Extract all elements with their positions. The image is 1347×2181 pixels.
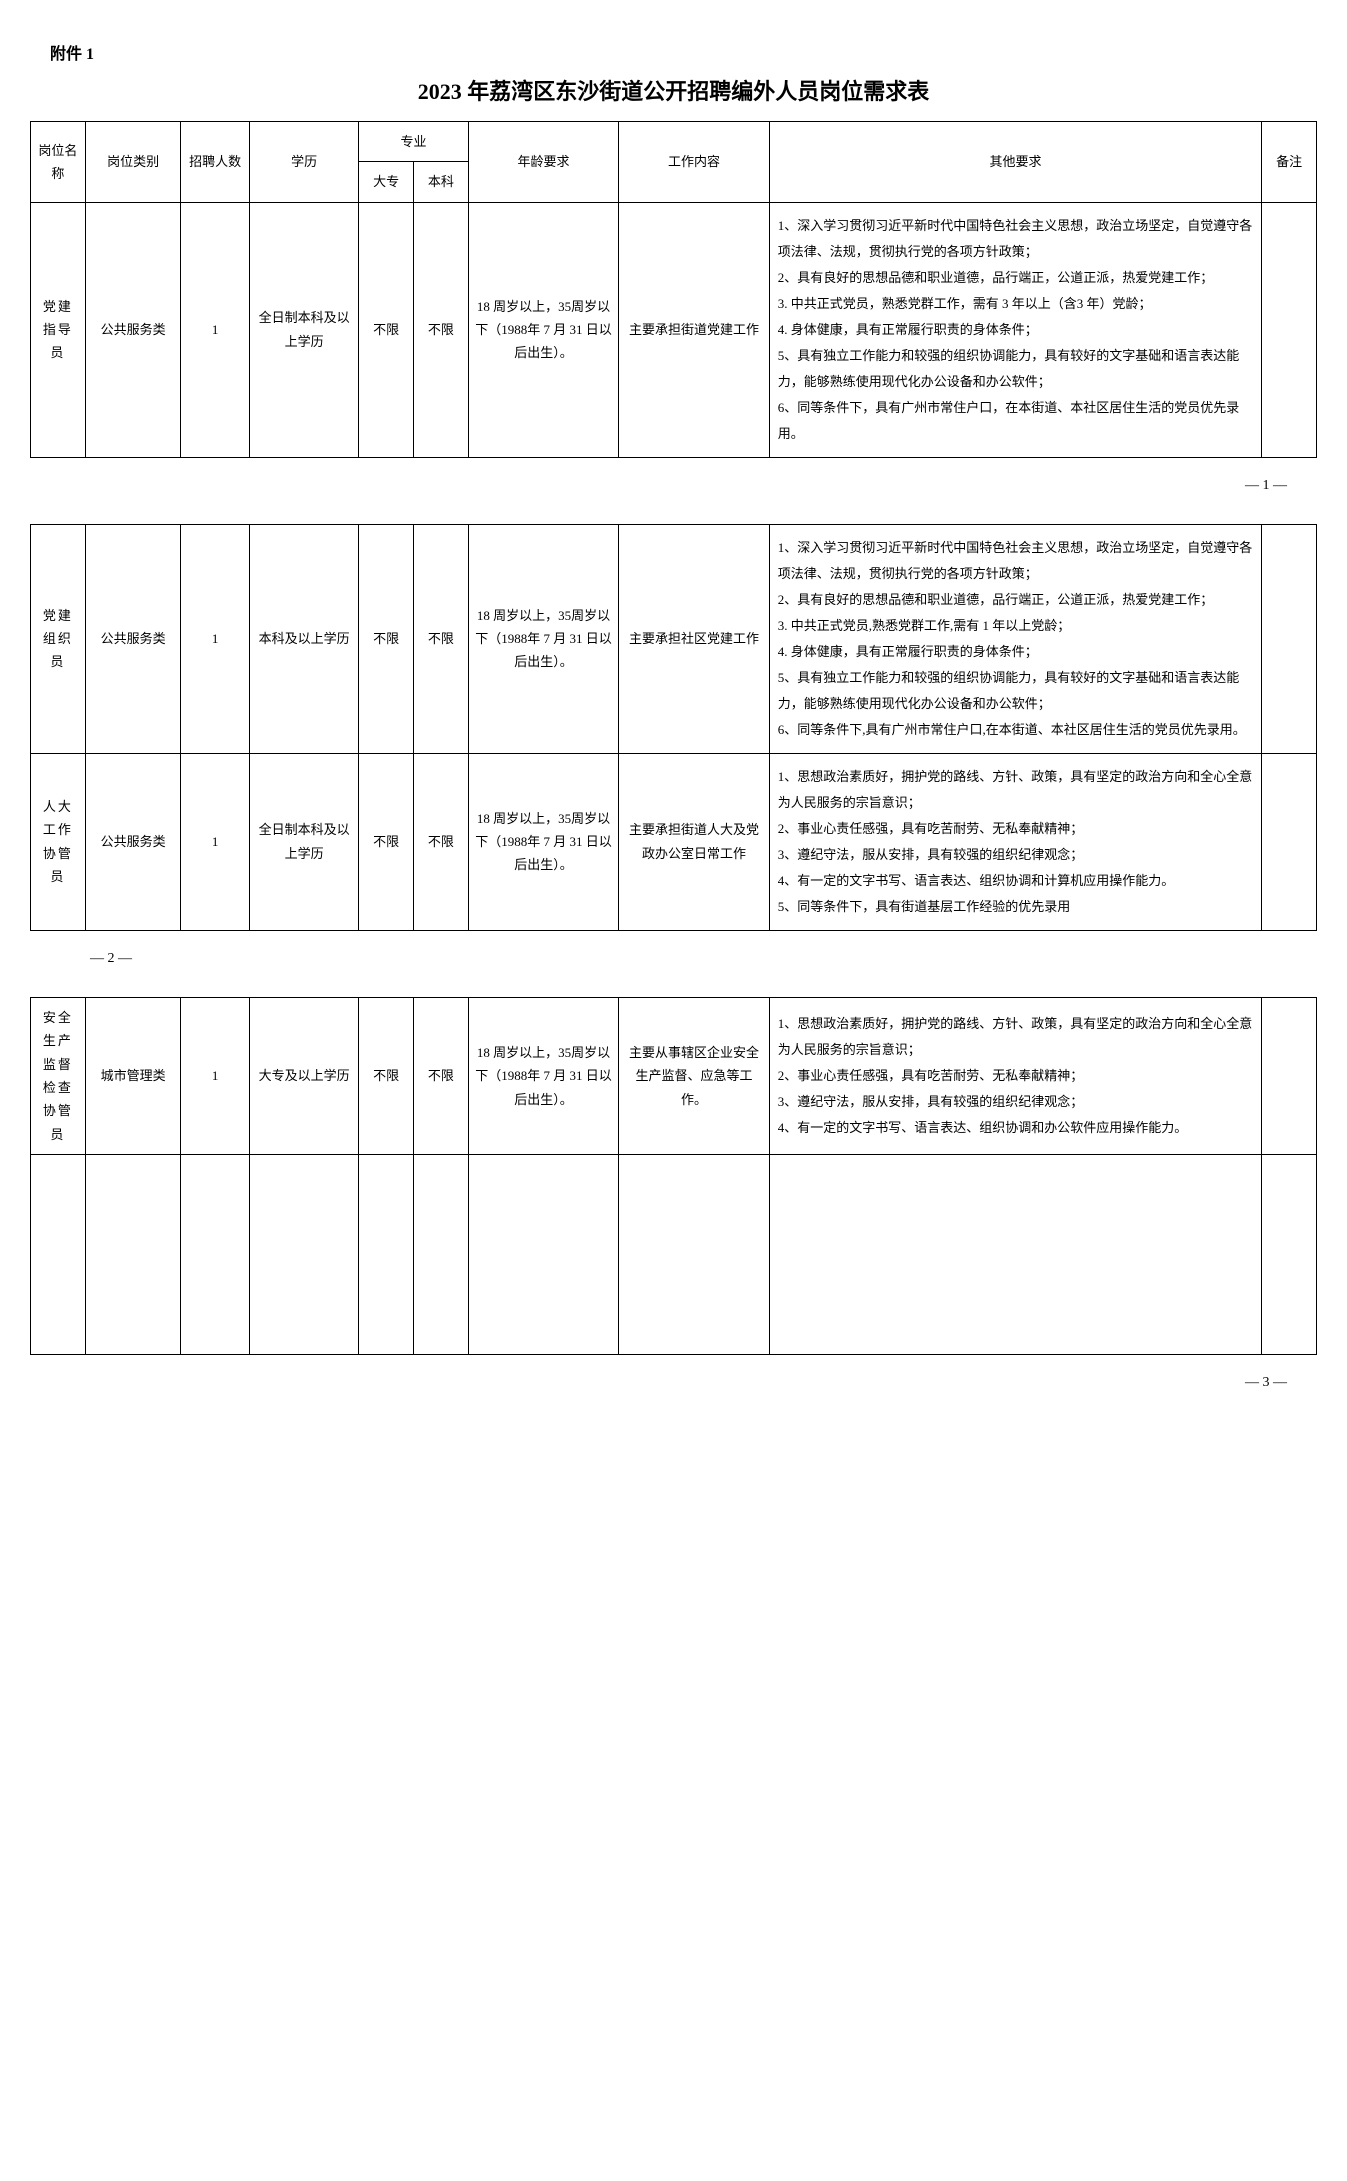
table-row-empty [31,1155,1317,1355]
cell-other: 1、深入学习贯彻习近平新时代中国特色社会主义思想，政治立场坚定，自觉遵守各项法律… [769,202,1262,457]
cell-education: 本科及以上学历 [249,524,358,753]
cell-empty [31,1155,86,1355]
requirements-table-page1: 岗位名称 岗位类别 招聘人数 学历 专业 年龄要求 工作内容 其他要求 备注 大… [30,121,1317,458]
cell-other: 1、思想政治素质好，拥护党的路线、方针、政策，具有坚定的政治方向和全心全意为人民… [769,753,1262,930]
table-row: 人大工作协管员 公共服务类 1 全日制本科及以上学历 不限 不限 18 周岁以上… [31,753,1317,930]
header-position-type: 岗位类别 [85,122,181,203]
cell-position-name: 安全生产监督检查协管员 [31,997,86,1154]
cell-education: 大专及以上学历 [249,997,358,1154]
cell-empty [85,1155,181,1355]
header-major-college: 大专 [359,162,414,202]
header-other: 其他要求 [769,122,1262,203]
cell-education: 全日制本科及以上学历 [249,202,358,457]
cell-major-college: 不限 [359,202,414,457]
cell-education: 全日制本科及以上学历 [249,753,358,930]
cell-other: 1、思想政治素质好，拥护党的路线、方针、政策，具有坚定的政治方向和全心全意为人民… [769,997,1262,1154]
cell-major-bachelor: 不限 [414,524,469,753]
header-education: 学历 [249,122,358,203]
header-headcount: 招聘人数 [181,122,249,203]
cell-major-bachelor: 不限 [414,997,469,1154]
page-number-1: — 1 — [60,478,1287,494]
table-row: 党建指导员 公共服务类 1 全日制本科及以上学历 不限 不限 18 周岁以上，3… [31,202,1317,457]
cell-empty [619,1155,769,1355]
cell-age: 18 周岁以上，35周岁以下（1988年 7 月 31 日以后出生）。 [468,524,618,753]
cell-major-college: 不限 [359,524,414,753]
cell-position-type: 公共服务类 [85,524,181,753]
cell-work: 主要从事辖区企业安全生产监督、应急等工作。 [619,997,769,1154]
cell-age: 18 周岁以上，35周岁以下（1988年 7 月 31 日以后出生）。 [468,997,618,1154]
cell-position-name: 党建指导员 [31,202,86,457]
cell-age: 18 周岁以上，35周岁以下（1988年 7 月 31 日以后出生）。 [468,753,618,930]
cell-empty [181,1155,249,1355]
table-row: 党建组织员 公共服务类 1 本科及以上学历 不限 不限 18 周岁以上，35周岁… [31,524,1317,753]
cell-position-type: 城市管理类 [85,997,181,1154]
cell-empty [468,1155,618,1355]
cell-major-college: 不限 [359,997,414,1154]
cell-position-type: 公共服务类 [85,753,181,930]
cell-empty [249,1155,358,1355]
cell-position-name: 人大工作协管员 [31,753,86,930]
cell-major-college: 不限 [359,753,414,930]
cell-headcount: 1 [181,202,249,457]
attachment-label: 附件 1 [50,40,1317,64]
cell-age: 18 周岁以上，35周岁以下（1988年 7 月 31 日以后出生）。 [468,202,618,457]
document-title: 2023 年荔湾区东沙街道公开招聘编外人员岗位需求表 [30,74,1317,106]
page-number-2: — 2 — [90,951,1287,967]
header-age: 年龄要求 [468,122,618,203]
header-major: 专业 [359,122,468,162]
table-row: 安全生产监督检查协管员 城市管理类 1 大专及以上学历 不限 不限 18 周岁以… [31,997,1317,1154]
cell-headcount: 1 [181,524,249,753]
cell-work: 主要承担街道党建工作 [619,202,769,457]
header-major-bachelor: 本科 [414,162,469,202]
cell-work: 主要承担社区党建工作 [619,524,769,753]
header-position-name: 岗位名称 [31,122,86,203]
cell-work: 主要承担街道人大及党政办公室日常工作 [619,753,769,930]
cell-note [1262,997,1317,1154]
cell-major-bachelor: 不限 [414,753,469,930]
cell-headcount: 1 [181,753,249,930]
cell-empty [1262,1155,1317,1355]
page-number-3: — 3 — [60,1375,1287,1391]
requirements-table-page2: 党建组织员 公共服务类 1 本科及以上学历 不限 不限 18 周岁以上，35周岁… [30,524,1317,931]
requirements-table-page3: 安全生产监督检查协管员 城市管理类 1 大专及以上学历 不限 不限 18 周岁以… [30,997,1317,1355]
cell-empty [359,1155,414,1355]
cell-empty [769,1155,1262,1355]
cell-major-bachelor: 不限 [414,202,469,457]
header-work: 工作内容 [619,122,769,203]
cell-headcount: 1 [181,997,249,1154]
header-note: 备注 [1262,122,1317,203]
cell-position-name: 党建组织员 [31,524,86,753]
cell-other: 1、深入学习贯彻习近平新时代中国特色社会主义思想，政治立场坚定，自觉遵守各项法律… [769,524,1262,753]
cell-empty [414,1155,469,1355]
cell-position-type: 公共服务类 [85,202,181,457]
cell-note [1262,202,1317,457]
cell-note [1262,524,1317,753]
cell-note [1262,753,1317,930]
